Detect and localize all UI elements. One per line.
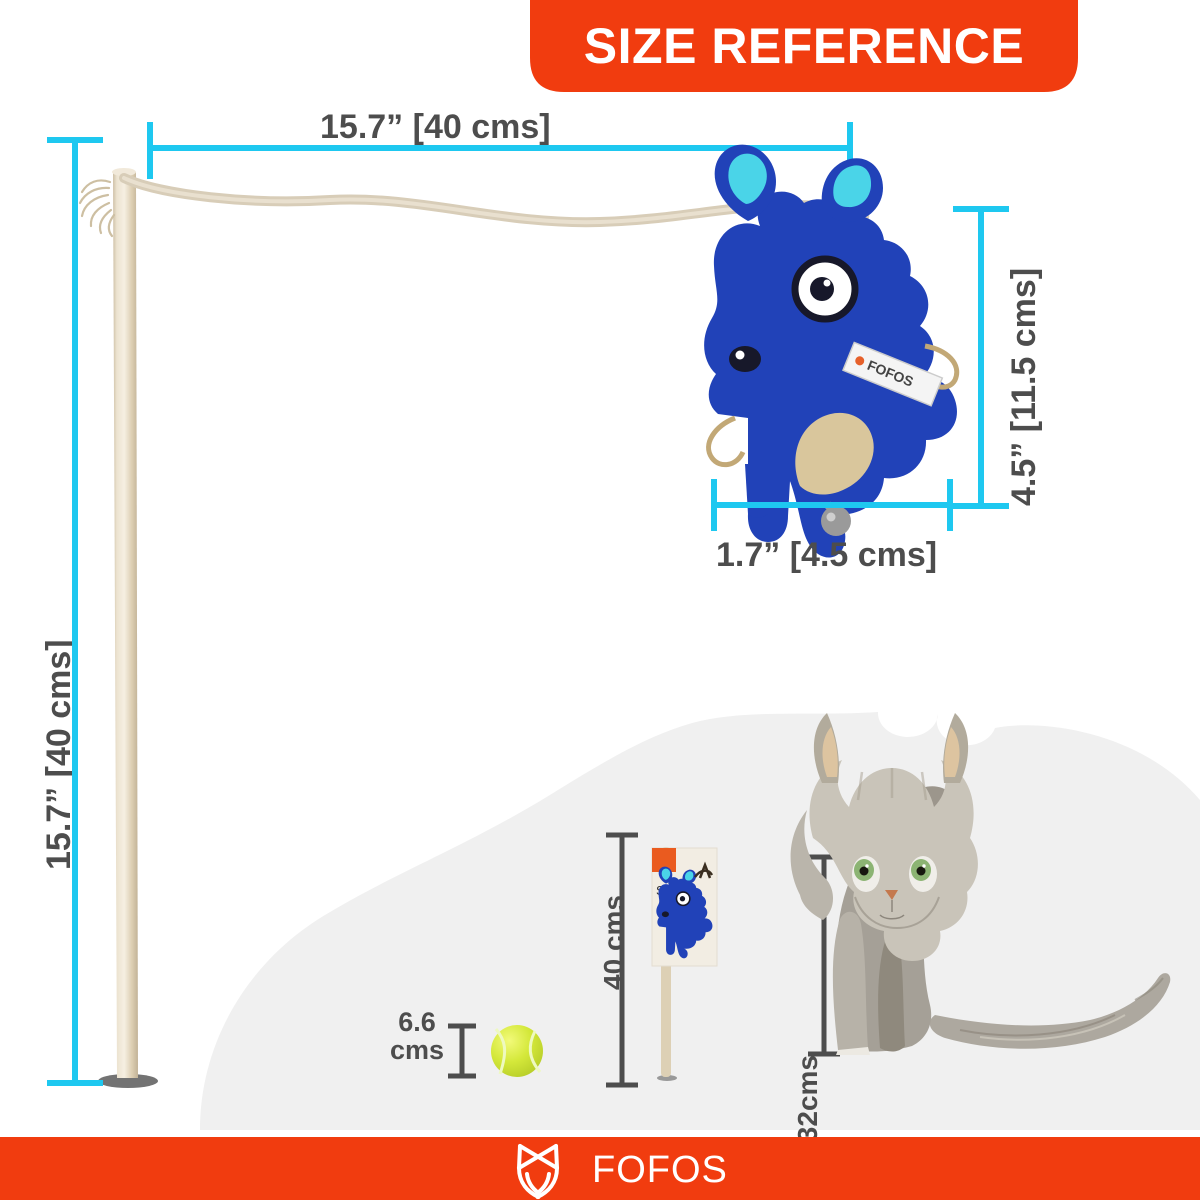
svg-text:FOFOS: FOFOS	[592, 1149, 728, 1191]
